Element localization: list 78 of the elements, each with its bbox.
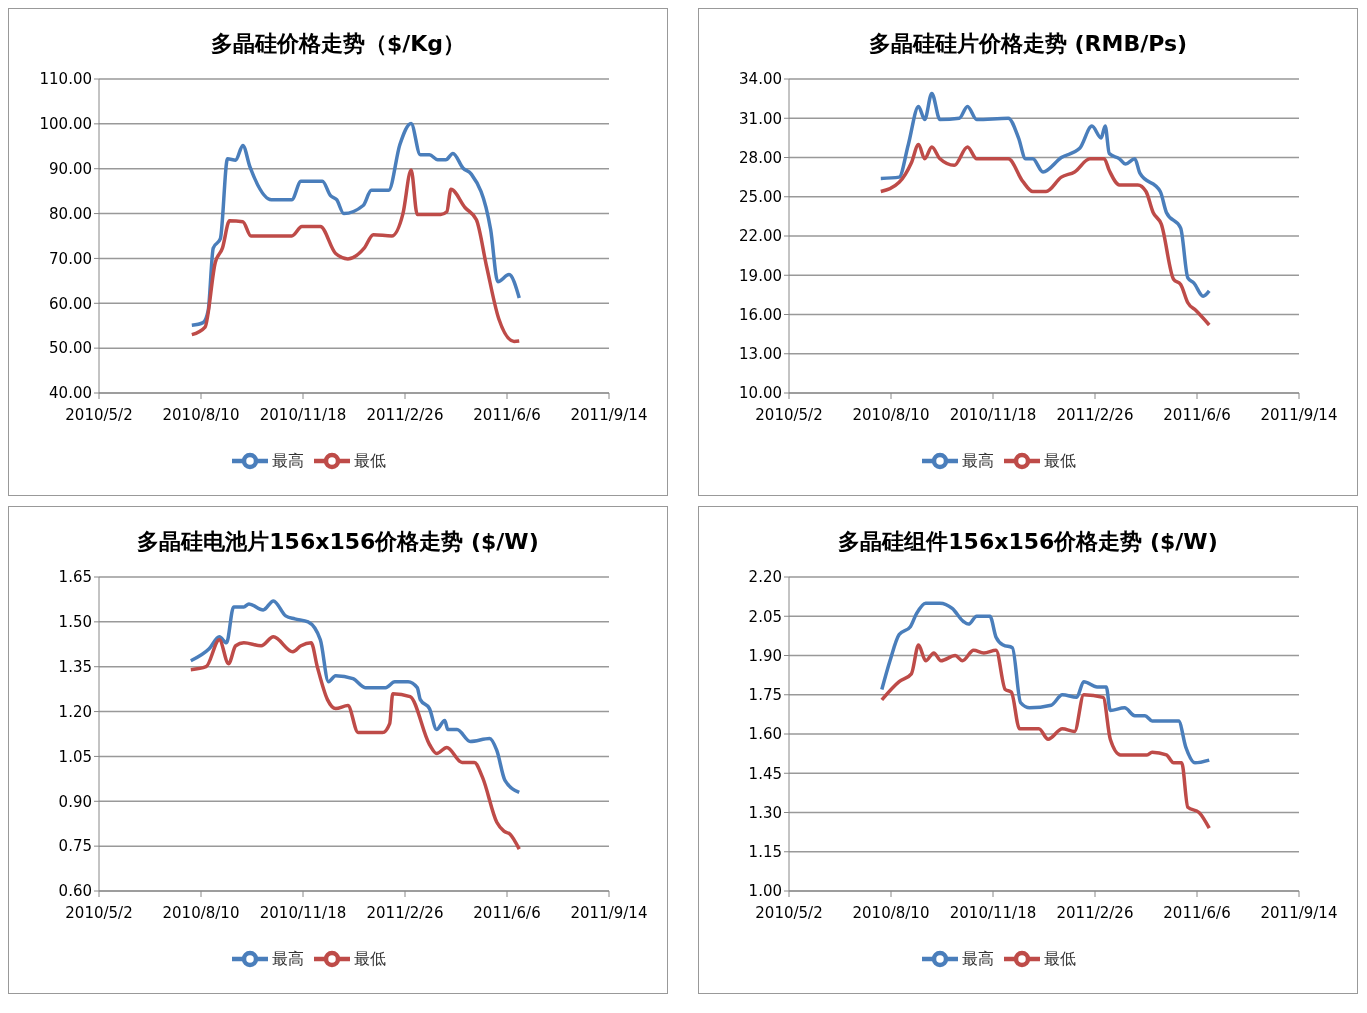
y-tick-label: 34.00 xyxy=(739,70,782,89)
x-tick-label: 2011/6/6 xyxy=(1163,405,1231,424)
legend-label: 最低 xyxy=(354,450,386,470)
y-tick-label: 13.00 xyxy=(739,345,782,364)
y-tick-label: 70.00 xyxy=(49,249,92,268)
y-tick-label: 80.00 xyxy=(49,204,92,223)
legend-label: 最低 xyxy=(1044,450,1076,470)
y-tick-label: 0.90 xyxy=(58,792,92,811)
x-tick-label: 2010/11/18 xyxy=(949,903,1037,922)
y-tick-label: 50.00 xyxy=(49,339,92,358)
line-series xyxy=(879,91,1211,298)
y-tick-label: 2.20 xyxy=(748,568,782,587)
line-series xyxy=(880,643,1211,830)
chart-title: 多晶硅硅片价格走势 (RMB/Ps) xyxy=(867,30,1189,58)
y-tick-label: 19.00 xyxy=(739,266,782,285)
chart-title: 多晶硅电池片156x156价格走势 ($/W) xyxy=(136,528,540,556)
legend-label: 最高 xyxy=(962,450,994,470)
y-tick-label: 1.00 xyxy=(748,882,782,901)
legend-label: 最高 xyxy=(272,948,304,968)
x-tick-label: 2011/2/26 xyxy=(1056,903,1134,922)
y-tick-label: 0.60 xyxy=(58,882,92,901)
x-tick-label: 2010/5/2 xyxy=(755,405,823,424)
legend-label: 最低 xyxy=(354,948,386,968)
y-tick-label: 1.05 xyxy=(58,747,92,766)
y-tick-label: 1.75 xyxy=(748,686,782,705)
y-tick-label: 2.05 xyxy=(748,607,782,626)
y-tick-label: 100.00 xyxy=(39,115,92,134)
y-tick-label: 28.00 xyxy=(739,148,782,167)
line-series xyxy=(190,121,521,328)
x-tick-label: 2010/8/10 xyxy=(852,903,930,922)
y-tick-label: 60.00 xyxy=(49,294,92,313)
x-tick-label: 2010/8/10 xyxy=(852,405,930,424)
y-tick-label: 16.00 xyxy=(739,305,782,324)
legend-label: 最低 xyxy=(1044,948,1076,968)
x-tick-label: 2011/2/26 xyxy=(366,405,444,424)
y-tick-label: 1.50 xyxy=(58,613,92,632)
y-tick-label: 1.20 xyxy=(58,702,92,721)
x-tick-label: 2010/11/18 xyxy=(949,405,1037,424)
x-tick-label: 2011/2/26 xyxy=(366,903,444,922)
legend-label: 最高 xyxy=(272,450,304,470)
y-tick-label: 1.45 xyxy=(748,764,782,783)
y-tick-label: 25.00 xyxy=(739,188,782,207)
legend-label: 最高 xyxy=(962,948,994,968)
x-tick-label: 2010/11/18 xyxy=(259,903,347,922)
x-tick-label: 2010/5/2 xyxy=(65,405,133,424)
y-tick-label: 0.75 xyxy=(58,837,92,856)
x-tick-label: 2010/8/10 xyxy=(162,405,240,424)
y-tick-label: 1.90 xyxy=(748,646,782,665)
chart-title: 多晶硅价格走势（$/Kg） xyxy=(209,30,467,58)
y-tick-label: 1.60 xyxy=(748,725,782,744)
y-tick-label: 110.00 xyxy=(39,70,92,89)
x-tick-label: 2010/8/10 xyxy=(162,903,240,922)
y-tick-label: 1.65 xyxy=(58,568,92,587)
x-tick-label: 2010/11/18 xyxy=(259,405,347,424)
line-series xyxy=(879,142,1211,327)
line-series xyxy=(880,601,1211,765)
line-series xyxy=(189,635,521,851)
x-tick-label: 2011/2/26 xyxy=(1056,405,1134,424)
y-tick-label: 90.00 xyxy=(49,160,92,179)
y-tick-label: 1.15 xyxy=(748,843,782,862)
line-series xyxy=(189,599,521,795)
y-tick-label: 31.00 xyxy=(739,109,782,128)
x-tick-label: 2011/9/14 xyxy=(1260,903,1338,922)
x-tick-label: 2011/6/6 xyxy=(473,903,541,922)
x-tick-label: 2011/6/6 xyxy=(1163,903,1231,922)
y-tick-label: 22.00 xyxy=(739,227,782,246)
chart-title: 多晶硅组件156x156价格走势 ($/W) xyxy=(837,528,1219,556)
x-tick-label: 2011/9/14 xyxy=(1260,405,1338,424)
x-tick-label: 2011/6/6 xyxy=(473,405,541,424)
x-tick-label: 2011/9/14 xyxy=(570,405,648,424)
y-tick-label: 40.00 xyxy=(49,384,92,403)
x-tick-label: 2011/9/14 xyxy=(570,903,648,922)
line-series xyxy=(190,168,521,344)
y-tick-label: 1.30 xyxy=(748,803,782,822)
x-tick-label: 2010/5/2 xyxy=(65,903,133,922)
y-tick-label: 10.00 xyxy=(739,384,782,403)
x-tick-label: 2010/5/2 xyxy=(755,903,823,922)
y-tick-label: 1.35 xyxy=(58,658,92,677)
